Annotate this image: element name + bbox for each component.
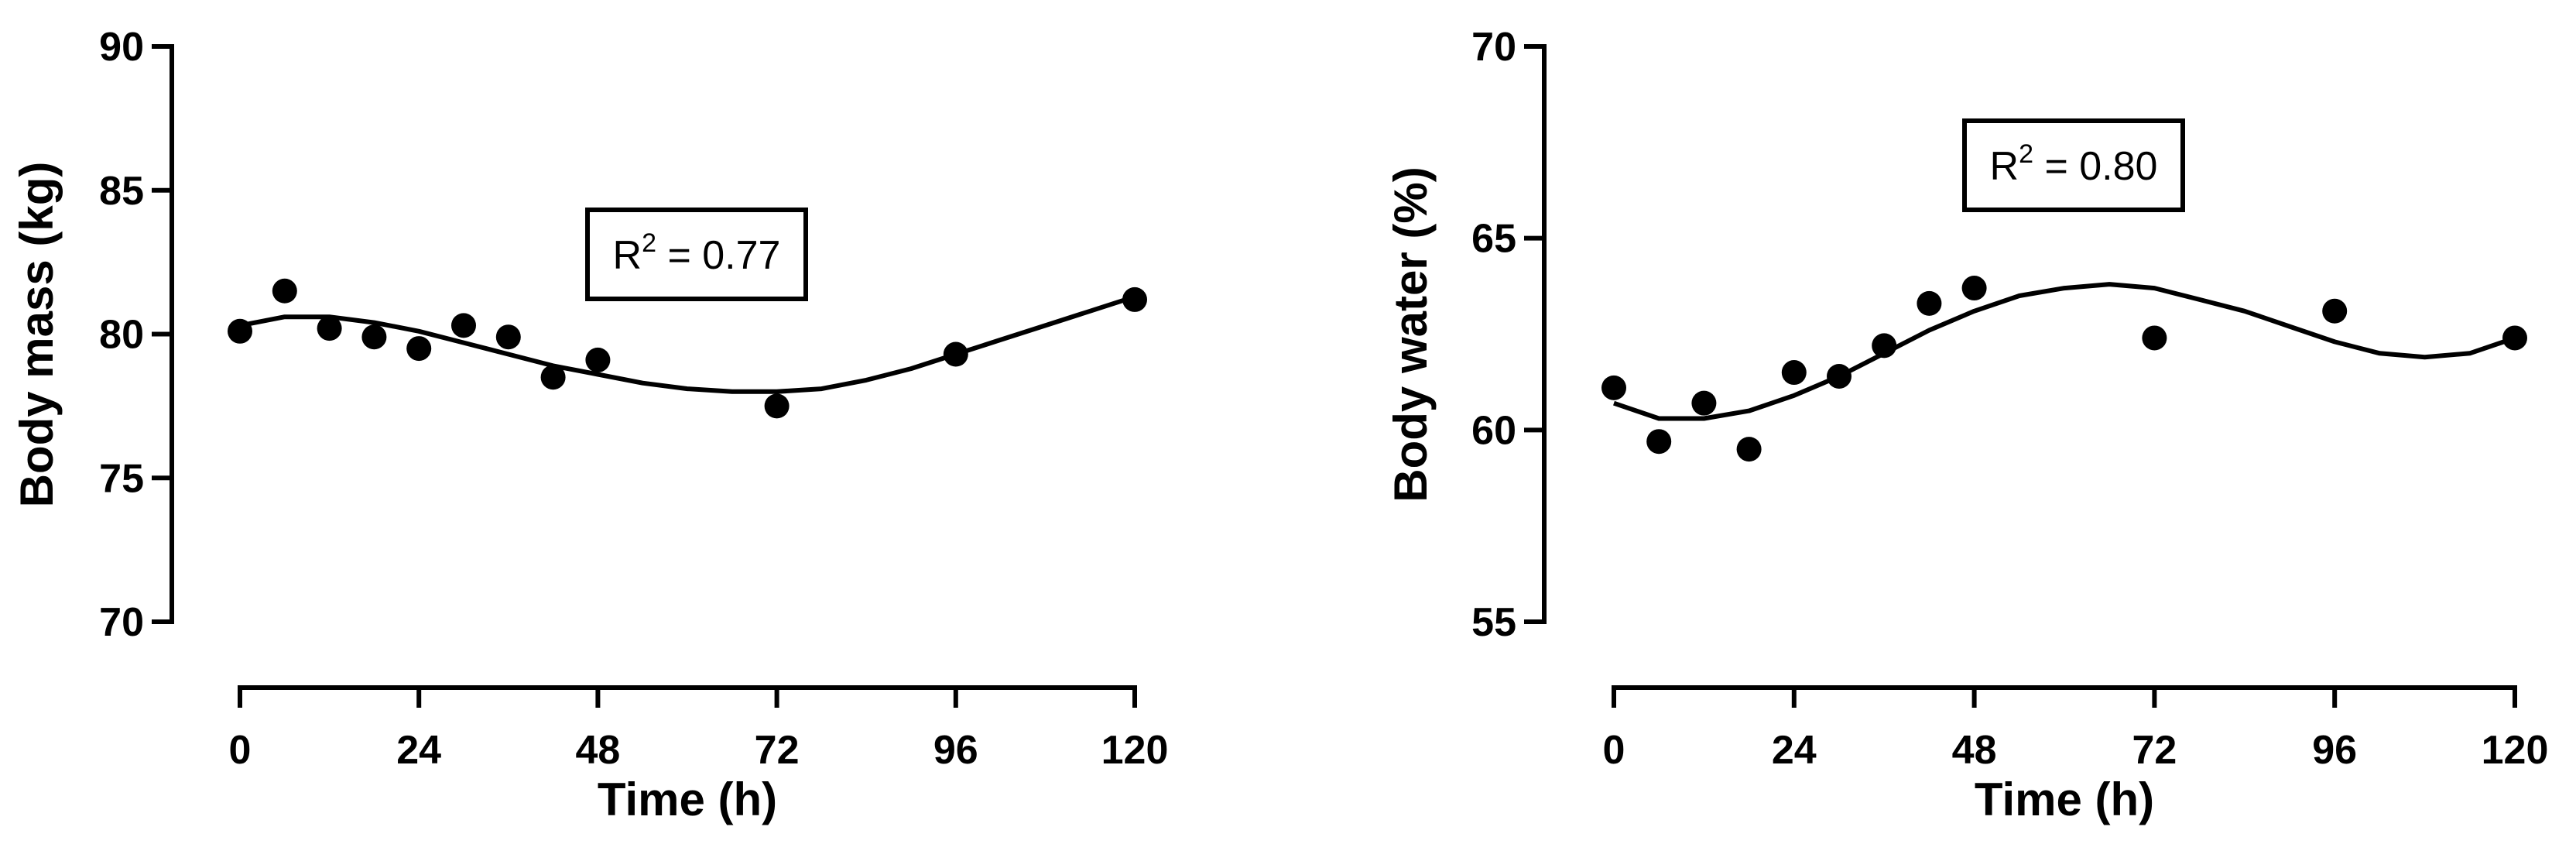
r2-superscript-2: 2 [2019,139,2033,169]
r2-value-2: = 0.80 [2033,144,2157,189]
data-point-1-1 [228,318,252,344]
fit-curve-1 [239,294,1136,394]
y-tick-label-1-85: 85 [99,169,144,214]
chart-panel-2: 55 60 65 70 0 24 48 72 96 120 Body water (%) Time (… [1385,25,2548,825]
y-tick-label-1-90: 90 [99,25,144,70]
r2-label-1: R2 = 0.77 [613,228,781,278]
x-axis-title-1: Time (h) [598,774,777,825]
r2-symbol-1: R [613,233,642,278]
data-point-1-9 [585,347,611,372]
r2-symbol-2: R [1990,144,2019,189]
x-tick-label-2-72: 72 [2132,728,2177,773]
data-point-2-1 [1601,375,1626,400]
r2-value-1: = 0.77 [656,233,780,278]
x-tick-label-2-24: 24 [1772,728,1817,773]
data-point-2-8 [1917,290,1942,316]
data-point-1-4 [361,324,387,350]
x-tick-label-1-96: 96 [933,728,978,773]
chart-panel-1: 70 75 80 85 90 0 24 48 72 96 120 Body mass (kg) Time… [11,25,1168,825]
data-point-1-5 [406,336,432,362]
y-tick-label-1-80: 80 [99,313,144,358]
data-point-1-12 [1122,286,1147,312]
r2-annotation-1: R2 = 0.77 [585,208,808,301]
data-point-2-3 [1691,390,1717,416]
data-point-1-7 [495,324,521,350]
x-tick-label-1-120: 120 [1101,728,1169,773]
data-point-1-3 [317,316,342,341]
x-tick-label-2-0: 0 [1603,728,1625,773]
x-tick-label-1-72: 72 [755,728,800,773]
x-tick-label-1-24: 24 [396,728,441,773]
y-tick-label-2-65: 65 [1471,217,1516,262]
r2-box-1 [585,208,808,301]
y-axis-title-2: Body water (%) [1385,166,1437,502]
r2-box-2 [1962,118,2185,212]
r2-annotation-2: R2 = 0.80 [1962,118,2185,212]
x-tick-label-1-48: 48 [575,728,620,773]
data-point-2-5 [1781,360,1807,386]
r2-label-2: R2 = 0.80 [1990,139,2158,189]
data-point-1-2 [272,278,297,304]
x-tick-label-1-0: 0 [229,728,252,773]
data-point-2-7 [1872,333,1897,359]
x-axis-title-2: Time (h) [1975,774,2154,825]
y-axis-title-1: Body mass (kg) [11,162,63,508]
y-tick-label-2-70: 70 [1471,25,1516,70]
x-tick-label-2-96: 96 [2312,728,2357,773]
y-tick-label-2-55: 55 [1471,600,1516,645]
x-tick-label-2-48: 48 [1952,728,1997,773]
data-point-2-6 [1827,363,1852,389]
data-point-2-11 [2322,298,2348,324]
data-point-2-12 [2502,325,2527,351]
data-point-2-9 [1961,276,1987,301]
data-point-2-10 [2142,325,2167,351]
y-tick-label-2-60: 60 [1471,408,1516,453]
data-point-1-8 [540,365,566,390]
x-tick-label-2-120: 120 [2482,728,2549,773]
y-tick-label-1-75: 75 [99,456,144,501]
data-point-1-10 [764,393,790,419]
y-tick-label-1-70: 70 [99,600,144,645]
r2-superscript-1: 2 [642,228,656,258]
data-point-1-6 [451,313,476,338]
data-point-2-4 [1736,437,1762,462]
data-point-2-2 [1646,429,1672,455]
fit-curve-2 [1613,282,2516,421]
data-point-1-11 [943,341,968,367]
